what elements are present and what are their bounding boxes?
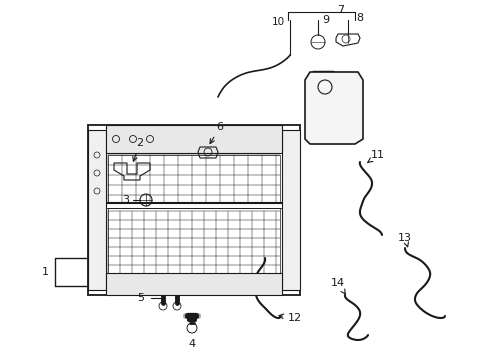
Text: 2: 2: [133, 138, 143, 161]
Text: 1: 1: [41, 267, 48, 277]
Text: 11: 11: [367, 150, 384, 162]
Text: 9: 9: [322, 15, 329, 25]
Text: 5: 5: [137, 293, 144, 303]
Bar: [282, 130, 299, 290]
Bar: [88, 125, 299, 295]
Text: 12: 12: [279, 313, 302, 323]
Bar: [108, 155, 280, 203]
Text: 3: 3: [122, 195, 129, 205]
Text: 8: 8: [356, 13, 363, 23]
Text: 14: 14: [330, 278, 345, 294]
Text: 10: 10: [271, 17, 284, 27]
Text: 6: 6: [210, 122, 223, 144]
Polygon shape: [305, 72, 362, 144]
Text: 4: 4: [188, 339, 195, 349]
Bar: [106, 125, 282, 153]
Bar: [108, 208, 280, 273]
Bar: [106, 273, 282, 295]
Text: 7: 7: [337, 5, 344, 15]
Text: 13: 13: [397, 233, 411, 247]
Bar: [88, 130, 106, 290]
